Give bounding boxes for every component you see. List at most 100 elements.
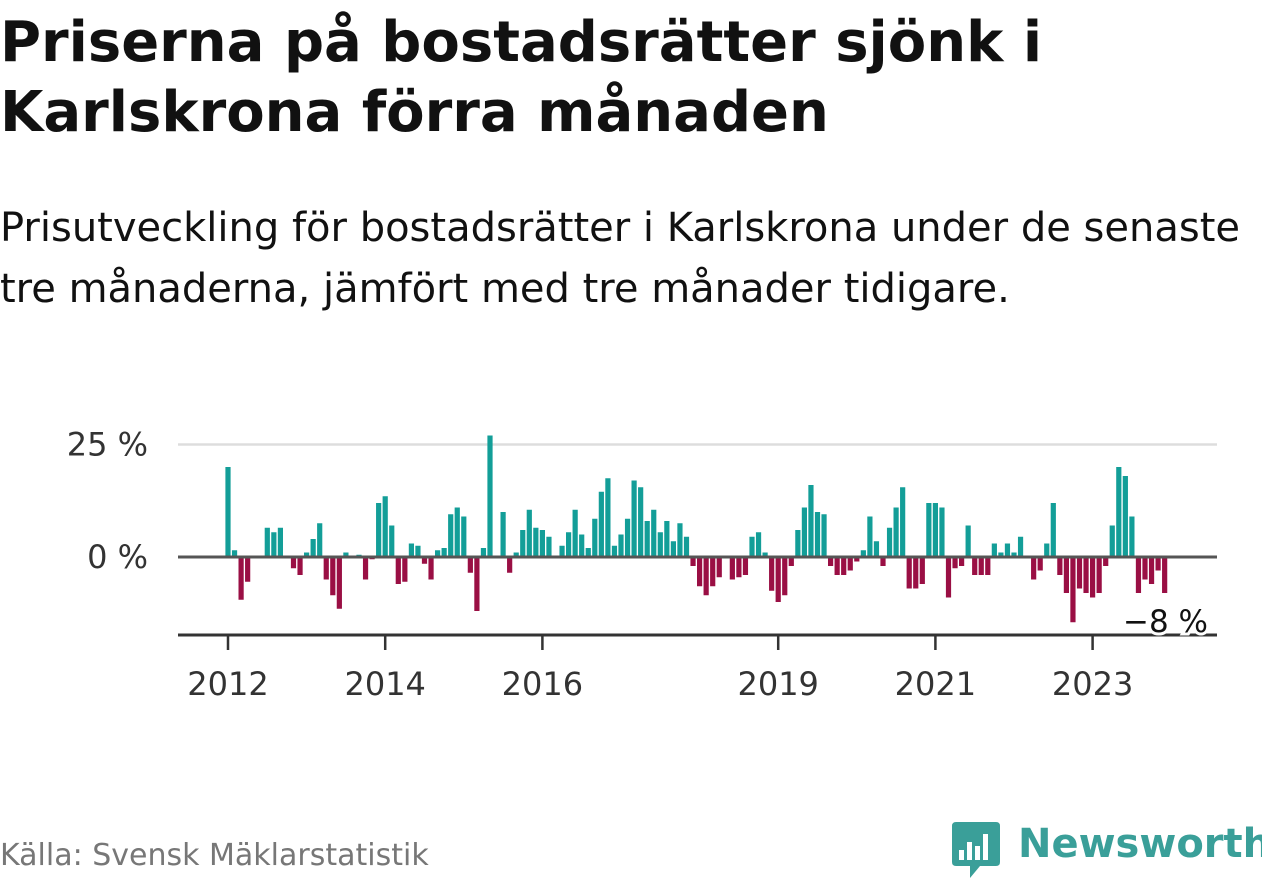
bar xyxy=(991,543,997,557)
bar xyxy=(801,507,807,557)
bar xyxy=(775,557,781,602)
bar xyxy=(644,521,650,557)
bar xyxy=(978,557,984,575)
bar xyxy=(1037,557,1043,571)
bar xyxy=(998,552,1004,557)
bar xyxy=(860,550,866,557)
bar xyxy=(435,550,441,557)
bar xyxy=(264,527,270,557)
bar xyxy=(1063,557,1069,593)
bar xyxy=(657,532,663,557)
label-layer: 0 % 25 % 2012 2014 2016 2019 2021 2023 −8 % xyxy=(67,426,1211,701)
bar xyxy=(952,557,958,569)
bar xyxy=(395,557,401,584)
bar xyxy=(900,487,906,557)
bar xyxy=(1031,557,1037,580)
bar xyxy=(598,491,604,557)
bar xyxy=(1076,557,1083,589)
y-tick-label: 0 % xyxy=(87,538,148,576)
bar xyxy=(919,557,925,584)
bar xyxy=(913,557,919,589)
bar xyxy=(683,536,690,557)
bar-chart-speech-bubble-icon xyxy=(952,822,1000,878)
chart-subtitle: Prisutveckling för bostadsrätter i Karls… xyxy=(0,205,1240,312)
bar xyxy=(454,507,460,557)
bar xyxy=(539,530,545,557)
bar xyxy=(690,557,696,566)
bar xyxy=(428,557,434,580)
bar xyxy=(304,552,310,557)
bar xyxy=(788,557,794,566)
bar xyxy=(808,485,814,557)
bar xyxy=(592,518,598,557)
bar xyxy=(959,557,965,566)
bar xyxy=(402,557,408,582)
bar xyxy=(1044,543,1050,557)
x-tick-label: 2014 xyxy=(344,665,425,700)
bar xyxy=(828,557,834,566)
bar xyxy=(972,557,978,575)
bar xyxy=(1103,557,1109,566)
bar xyxy=(782,557,788,596)
bar xyxy=(448,514,454,557)
bar xyxy=(559,545,565,557)
bar xyxy=(906,557,912,589)
bar xyxy=(624,518,631,557)
bar xyxy=(441,548,447,557)
bar xyxy=(710,557,716,587)
bar xyxy=(814,512,821,557)
bar xyxy=(566,532,572,557)
bar xyxy=(546,536,552,557)
bar xyxy=(225,467,231,557)
bar xyxy=(847,557,853,571)
bar xyxy=(762,552,768,557)
bar xyxy=(939,507,945,557)
bar xyxy=(1090,557,1096,598)
bar xyxy=(1142,557,1148,580)
last-value-label: −8 % xyxy=(1123,604,1208,640)
bar xyxy=(651,509,657,557)
bar xyxy=(343,552,349,557)
bar xyxy=(572,509,578,557)
bar xyxy=(1129,516,1135,557)
bar xyxy=(893,507,899,557)
bar xyxy=(965,525,971,557)
bar xyxy=(330,557,336,596)
bar xyxy=(834,557,840,575)
bar xyxy=(703,557,709,596)
bar xyxy=(245,557,251,582)
bar xyxy=(336,557,342,609)
bar xyxy=(513,552,519,557)
bar xyxy=(500,512,506,557)
bar xyxy=(1122,476,1128,557)
x-tick-label: 2012 xyxy=(187,665,268,700)
bar xyxy=(297,557,303,575)
bar xyxy=(716,557,722,578)
bar-layer xyxy=(225,435,1168,623)
bar xyxy=(389,525,395,557)
bar xyxy=(677,523,683,557)
bar xyxy=(487,435,493,557)
bar xyxy=(611,545,618,557)
bar xyxy=(926,503,932,557)
bar xyxy=(1083,557,1089,593)
bar xyxy=(664,521,670,557)
bar xyxy=(821,514,827,557)
bar xyxy=(854,557,860,562)
bar xyxy=(742,557,749,575)
bar xyxy=(631,480,637,557)
bar xyxy=(310,539,316,557)
x-tick-label: 2016 xyxy=(502,665,583,700)
bar xyxy=(474,557,480,611)
bar xyxy=(1135,557,1142,593)
bar xyxy=(317,523,323,557)
bar xyxy=(1057,557,1063,575)
brand-name: Newsworthy xyxy=(1018,821,1262,867)
bar xyxy=(467,557,473,573)
bar xyxy=(376,503,382,557)
bar xyxy=(1109,525,1115,557)
y-tick-label: 25 % xyxy=(67,426,148,464)
bar xyxy=(618,534,624,557)
bar xyxy=(638,487,644,557)
bar xyxy=(461,516,467,557)
